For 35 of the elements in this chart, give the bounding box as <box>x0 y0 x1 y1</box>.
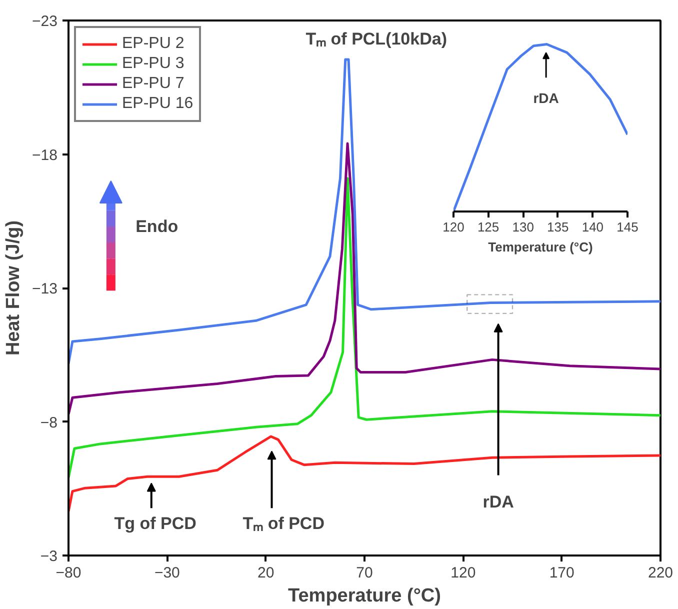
y-axis-title: Heat Flow (J/g) <box>3 220 24 356</box>
x-axis-title: Temperature (°C) <box>288 586 441 606</box>
x-tick-label: 220 <box>648 564 674 582</box>
x-tick-label: 70 <box>356 564 373 582</box>
x-tick-label: 120 <box>442 220 464 234</box>
y-tick-label: −23 <box>32 13 58 30</box>
line-series <box>68 58 660 365</box>
line-series <box>68 142 660 416</box>
legend-label: EP-PU 3 <box>122 55 184 73</box>
x-axis-title: Temperature (°C) <box>488 240 593 254</box>
x-tick-label: 120 <box>450 564 476 582</box>
y-tick-label: −3 <box>40 548 58 565</box>
annotation: rDA <box>482 492 514 512</box>
x-tick-label: −30 <box>154 564 180 582</box>
annotation: rDA <box>533 90 559 106</box>
x-tick-label: −80 <box>56 564 82 582</box>
line-series <box>68 177 660 479</box>
y-tick-label: −8 <box>40 414 58 432</box>
line-series <box>68 435 660 513</box>
y-tick-label: −13 <box>32 280 58 298</box>
y-tick-label: −18 <box>32 146 58 164</box>
legend-label: EP-PU 16 <box>122 95 194 113</box>
x-tick-label: 170 <box>549 564 574 582</box>
annotation: Tg of PCD <box>114 514 196 533</box>
x-tick-label: 145 <box>616 220 638 234</box>
x-tick-label: 125 <box>477 220 500 234</box>
legend-label: EP-PU 2 <box>122 35 184 53</box>
annotation: Tₘ of PCD <box>242 514 324 533</box>
x-tick-label: 20 <box>257 564 274 582</box>
x-tick-label: 140 <box>582 220 604 234</box>
annotation: Endo <box>136 216 178 236</box>
legend-label: EP-PU 7 <box>122 75 184 93</box>
x-tick-label: 130 <box>512 220 534 234</box>
annotation: Tₘ of PCL(10kDa) <box>306 30 447 49</box>
x-tick-label: 135 <box>547 220 569 234</box>
